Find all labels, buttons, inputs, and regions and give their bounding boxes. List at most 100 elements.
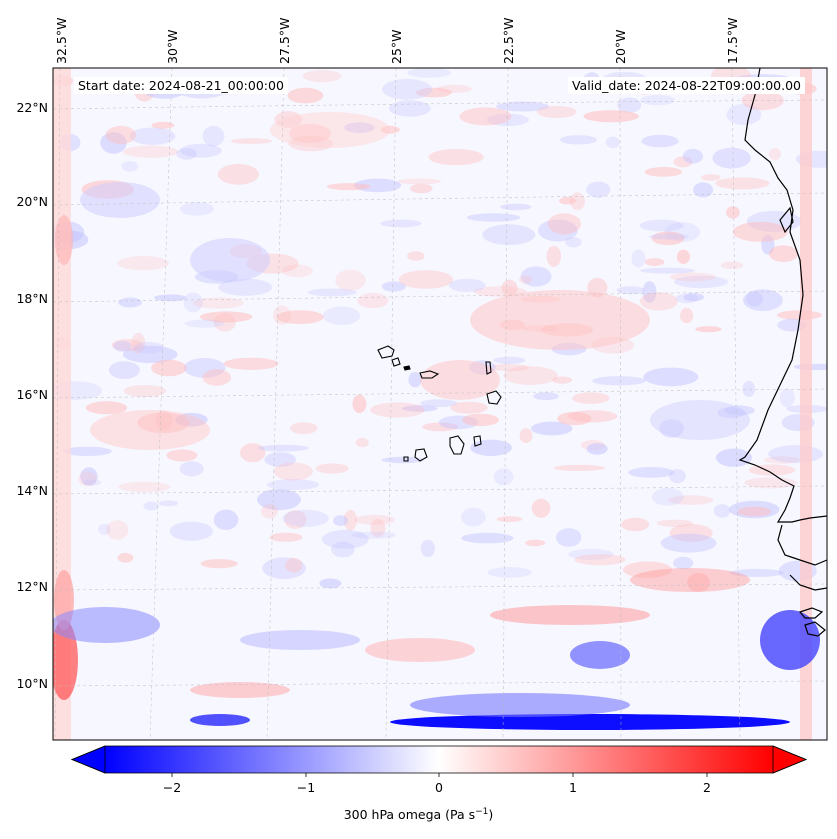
omega-speckle	[493, 468, 514, 486]
omega-speckle	[357, 293, 389, 309]
omega-speckle	[592, 376, 646, 386]
lon-label-27-5w: 27.5°W	[277, 17, 292, 64]
colorbar-tick-minus1: −1	[296, 780, 316, 795]
omega-speckle	[680, 307, 694, 324]
omega-speckle	[693, 182, 714, 198]
omega-speckle	[333, 515, 349, 526]
omega-speckle	[416, 87, 453, 98]
omega-speckle	[500, 203, 532, 211]
omega-speckle	[240, 443, 266, 463]
lon-label-22-5w: 22.5°W	[501, 17, 516, 64]
omega-speckle	[111, 339, 143, 351]
omega-speckle	[352, 394, 367, 413]
colorbar	[70, 745, 808, 777]
omega-speckle	[683, 293, 704, 302]
omega-speckle	[155, 410, 173, 431]
omega-speckle	[422, 422, 459, 432]
omega-speckle	[768, 445, 824, 464]
omega-speckle	[569, 192, 585, 211]
cape-verde-islands	[377, 345, 502, 462]
omega-speckle	[213, 313, 236, 332]
omega-speckle	[407, 68, 452, 78]
omega-speckle	[676, 249, 691, 264]
colorbar-tick-1: 1	[569, 780, 577, 795]
omega-speckle	[743, 289, 783, 312]
omega-speckle	[525, 539, 546, 547]
omega-speckle	[715, 177, 770, 190]
omega-speckle	[651, 488, 684, 506]
omega-speckle	[223, 357, 279, 370]
omega-speckle	[158, 500, 179, 507]
omega-speckle	[388, 100, 431, 117]
omega-speckle	[473, 286, 527, 297]
omega-speckle	[257, 444, 309, 452]
omega-speckle	[459, 107, 512, 126]
omega-speckle	[202, 369, 232, 386]
omega-speckle	[106, 520, 129, 540]
lon-label-25w: 25°W	[389, 29, 404, 64]
omega-speckle	[354, 514, 395, 526]
omega-speckle	[669, 272, 716, 282]
omega-speckle	[261, 504, 278, 519]
omega-speckle	[288, 135, 334, 152]
omega-speckle	[118, 481, 171, 493]
omega-speckle	[651, 231, 685, 246]
omega-speckle	[659, 419, 684, 438]
omega-speckle	[553, 464, 605, 471]
omega-speckle	[175, 412, 208, 427]
omega-speckle	[323, 306, 361, 326]
omega-speckle	[285, 557, 303, 573]
omega-speckle	[331, 541, 355, 558]
omega-speckle	[639, 292, 678, 311]
omega-speckle	[488, 364, 530, 372]
omega-speckle	[617, 97, 642, 113]
omega-speckle	[764, 456, 800, 464]
coastline	[738, 67, 828, 637]
omega-speckle	[402, 405, 438, 412]
omega-speckle	[289, 123, 331, 144]
omega-speckle	[621, 517, 650, 532]
omega-speckle	[118, 297, 142, 308]
lat-label-22n: 22°N	[16, 100, 48, 115]
omega-speckle	[660, 533, 717, 553]
omega-speckle	[436, 84, 473, 93]
omega-speckle	[744, 477, 797, 489]
omega-speckle	[552, 376, 573, 384]
omega-speckle	[199, 311, 253, 323]
omega-speckle	[667, 495, 714, 505]
omega-speckle	[520, 266, 552, 287]
colorbar-tick-2: 2	[703, 780, 711, 795]
omega-speckle	[117, 256, 169, 271]
omega-speckle	[641, 134, 679, 148]
omega-speckle	[370, 402, 425, 418]
omega-speckle	[302, 70, 342, 83]
omega-speckle	[450, 401, 488, 414]
omega-speckle	[166, 449, 198, 462]
lat-label-20n: 20°N	[16, 194, 48, 209]
omega-speckle	[420, 539, 435, 558]
omega-speckle	[382, 78, 433, 100]
omega-speckle	[284, 510, 307, 529]
omega-speckle	[264, 452, 297, 467]
omega-speckle	[687, 572, 710, 593]
omega-speckle	[746, 291, 764, 307]
omega-speckle	[343, 509, 358, 531]
omega-speckle	[496, 516, 523, 523]
omega-speckle	[639, 267, 696, 274]
omega-speckle	[200, 559, 238, 569]
omega-speckle	[530, 421, 573, 436]
omega-speckle	[732, 221, 788, 242]
omega-speckle	[151, 121, 175, 129]
omega-speckle	[326, 183, 371, 191]
omega-field	[53, 68, 827, 740]
omega-speckle	[113, 340, 132, 352]
omega-speckle	[724, 405, 755, 416]
omega-speckle	[179, 461, 204, 477]
omega-speckle	[381, 281, 406, 292]
omega-speckle	[640, 94, 675, 106]
omega-speckle	[133, 342, 164, 354]
omega-speckle	[408, 372, 422, 388]
omega-speckle	[669, 469, 686, 484]
colorbar-tick-minus2: −2	[162, 780, 182, 795]
